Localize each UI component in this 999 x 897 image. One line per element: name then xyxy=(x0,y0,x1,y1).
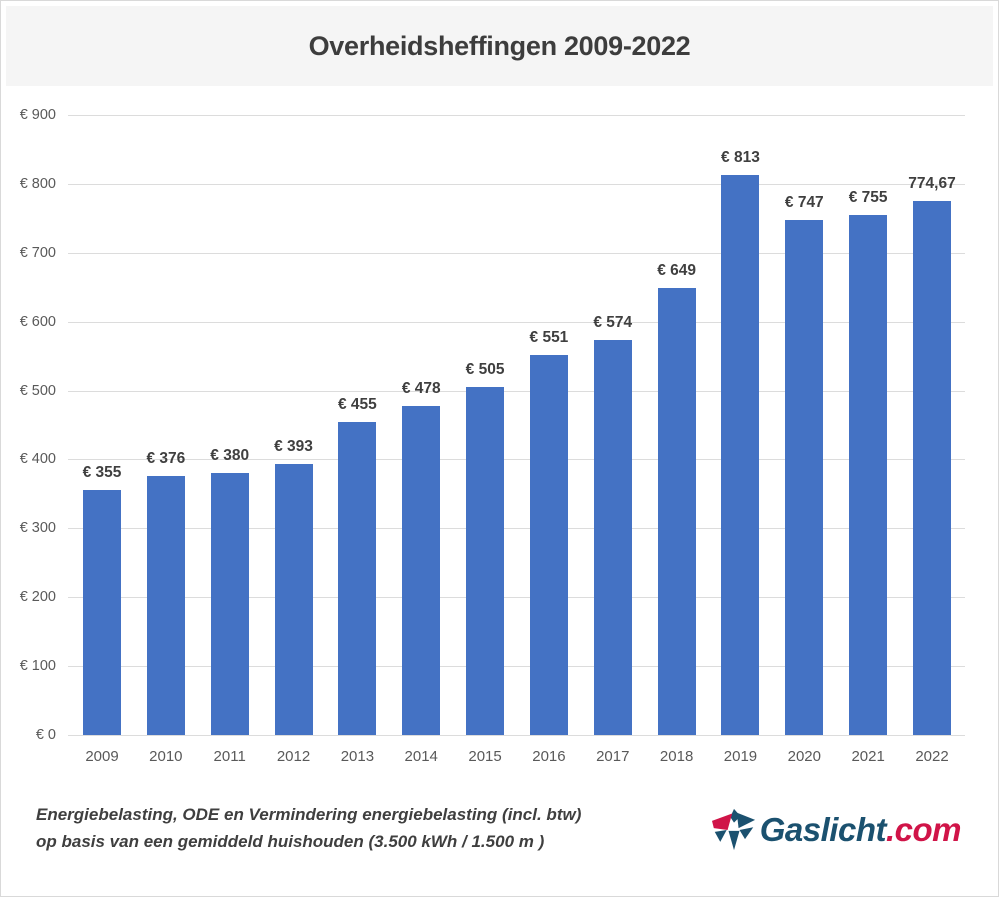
y-tick-label: € 600 xyxy=(19,313,56,330)
y-tick-label: € 0 xyxy=(35,727,56,743)
gridline xyxy=(68,115,965,116)
bar xyxy=(721,174,760,735)
bar-value-label: € 355 xyxy=(82,464,122,482)
x-tick-label: 2009 xyxy=(85,748,119,765)
bar-value-label: € 574 xyxy=(593,313,633,331)
gaslicht-pinwheel-flame-icon xyxy=(711,808,755,851)
bar xyxy=(83,490,121,735)
bar xyxy=(274,464,313,735)
x-tick-label: 2021 xyxy=(851,748,885,765)
x-tick-label: 2010 xyxy=(149,748,183,765)
y-tick-label: € 500 xyxy=(19,382,56,399)
gridline xyxy=(68,252,965,254)
x-tick-label: 2011 xyxy=(213,748,246,765)
logo-tld: .com xyxy=(885,811,962,848)
footnote-line-1: Energiebelasting, ODE en Vermindering en… xyxy=(36,805,582,824)
bar xyxy=(849,214,888,735)
bar xyxy=(338,421,377,735)
title-band: Overheidsheffingen 2009-2022 xyxy=(6,6,993,86)
x-tick-label: 2014 xyxy=(404,748,438,765)
x-tick-label: 2022 xyxy=(915,748,949,765)
bar-value-label: € 747 xyxy=(784,194,824,212)
x-tick-label: 2016 xyxy=(532,748,566,765)
bar xyxy=(913,201,951,735)
y-tick-label: € 300 xyxy=(19,520,56,537)
gridline xyxy=(68,321,965,323)
footnote-line-2: op basis van een gemiddeld huishouden (3… xyxy=(36,832,545,851)
x-tick-label: 2013 xyxy=(340,748,375,765)
x-tick-label: 2020 xyxy=(787,748,821,765)
bar xyxy=(210,473,249,735)
bar-value-label: € 755 xyxy=(848,188,888,206)
x-tick-label: 2018 xyxy=(659,748,694,765)
bar-value-label: € 813 xyxy=(721,148,760,166)
bar-value-label: € 551 xyxy=(529,329,569,347)
gridline xyxy=(68,459,965,461)
gridline xyxy=(68,666,965,668)
gridline xyxy=(68,597,965,599)
gridline xyxy=(68,183,965,185)
x-tick-label: 2019 xyxy=(723,748,758,765)
bar xyxy=(593,339,632,735)
y-tick-label: € 700 xyxy=(19,244,56,261)
bar xyxy=(657,287,696,735)
bar-value-label: 774,67 xyxy=(908,175,956,193)
bar-value-label: € 455 xyxy=(337,395,377,413)
y-tick-label: € 100 xyxy=(19,658,56,675)
bar-value-label: € 649 xyxy=(657,261,696,279)
y-tick-label: € 900 xyxy=(19,107,56,123)
bar-value-label: € 376 xyxy=(146,449,186,467)
bar xyxy=(466,387,505,735)
chart-footnote: Energiebelasting, ODE en Vermindering en… xyxy=(36,801,581,855)
y-tick-label: € 800 xyxy=(19,175,56,192)
x-tick-label: 2017 xyxy=(596,748,630,765)
logo-name: Gaslicht xyxy=(759,811,887,848)
gridline xyxy=(68,390,965,392)
chart-title: Overheidsheffingen 2009-2022 xyxy=(308,30,691,61)
bar-value-label: € 505 xyxy=(465,361,505,379)
x-tick-label: 2015 xyxy=(468,748,502,765)
gaslicht-logo: Gaslicht.com xyxy=(711,804,962,856)
y-tick-label: € 200 xyxy=(19,589,56,606)
gridline xyxy=(68,528,965,530)
bar-value-label: € 478 xyxy=(401,379,441,397)
bar xyxy=(402,405,441,735)
bar-value-label: € 380 xyxy=(210,447,250,465)
bar xyxy=(785,220,824,735)
bar xyxy=(146,475,185,735)
bar xyxy=(529,355,568,735)
y-tick-label: € 400 xyxy=(19,451,56,468)
logo-wordmark: Gaslicht.com xyxy=(759,811,962,849)
bar-value-label: € 393 xyxy=(274,438,313,456)
x-tick-label: 2012 xyxy=(276,748,311,765)
gridline xyxy=(68,735,965,736)
